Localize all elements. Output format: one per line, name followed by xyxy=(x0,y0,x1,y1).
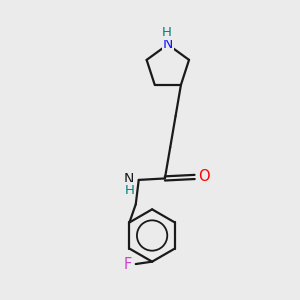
Text: F: F xyxy=(123,256,132,272)
Text: N: N xyxy=(124,172,134,186)
Text: O: O xyxy=(198,169,210,184)
Text: H: H xyxy=(161,26,171,38)
Text: N: N xyxy=(163,37,173,51)
Text: H: H xyxy=(124,184,134,196)
